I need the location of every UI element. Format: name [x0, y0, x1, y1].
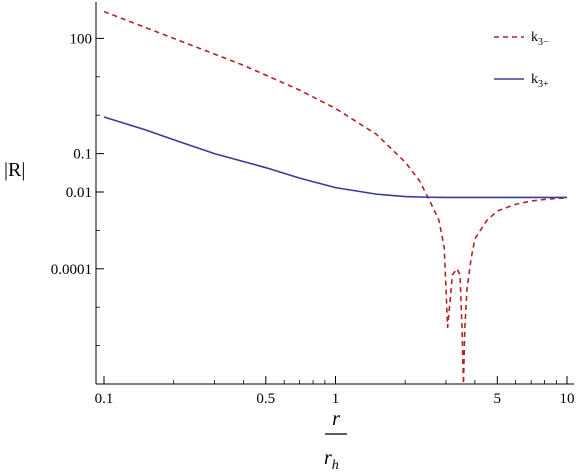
y-tick-label: 0.01 — [66, 185, 92, 201]
x-tick-label: 1 — [332, 391, 340, 407]
x-tick-label: 10 — [560, 391, 575, 407]
y-axis-label: |R| — [4, 159, 25, 181]
x-tick-label: 5 — [494, 391, 502, 407]
y-tick-label: 100 — [70, 31, 93, 47]
legend-label: k3+ — [531, 72, 549, 90]
x-tick-label: 0.5 — [256, 391, 275, 407]
y-tick-label: 0.1 — [73, 147, 92, 163]
series-line-k3-minus — [103, 10, 568, 385]
y-tick-label: 0.0001 — [51, 262, 92, 278]
x-axis-label-denominator: rh — [324, 447, 339, 473]
x-axis-label-numerator: r — [332, 408, 340, 430]
legend-label: k3− — [531, 30, 549, 48]
series-line-k3-plus — [103, 116, 567, 199]
x-tick-label: 0.1 — [95, 391, 114, 407]
